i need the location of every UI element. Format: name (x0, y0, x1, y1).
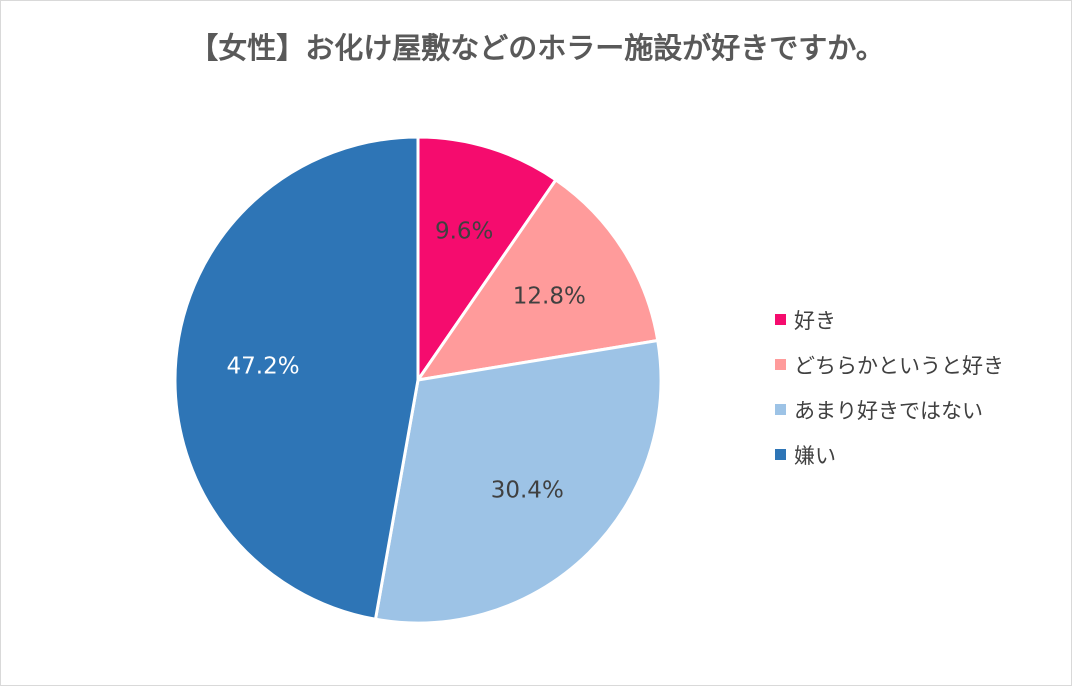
data-label-dislike: 47.2% (227, 353, 300, 379)
pie-slice-dislike (173, 135, 420, 621)
chart-title: 【女性】お化け屋敷などのホラー施設が好きですか。 (189, 31, 885, 65)
legend-swatch-not-really-like (775, 404, 786, 415)
pie-slice-not-really-like (373, 338, 663, 625)
legend-item-dislike: 嫌い (775, 432, 1035, 477)
legend-item-like: 好き (775, 297, 1035, 342)
legend: 好き どちらかというと好き あまり好きではない 嫌い (775, 297, 1035, 477)
data-label-somewhat-like: 12.8% (513, 284, 586, 310)
legend-label-somewhat-like: どちらかというと好き (794, 353, 1004, 378)
legend-label-like: 好き (794, 308, 836, 333)
legend-item-somewhat-like: どちらかというと好き (775, 342, 1035, 387)
legend-swatch-dislike (775, 449, 786, 460)
pie-slice-like (416, 135, 558, 382)
legend-label-dislike: 嫌い (794, 443, 836, 468)
data-label-like: 9.6% (435, 218, 493, 244)
pie-slice-somewhat-like (416, 178, 660, 382)
data-label-not-really-like: 30.4% (491, 478, 564, 504)
legend-item-not-really-like: あまり好きではない (775, 387, 1035, 432)
legend-swatch-somewhat-like (775, 359, 786, 370)
legend-swatch-like (775, 314, 786, 325)
legend-label-not-really-like: あまり好きではない (794, 398, 983, 423)
